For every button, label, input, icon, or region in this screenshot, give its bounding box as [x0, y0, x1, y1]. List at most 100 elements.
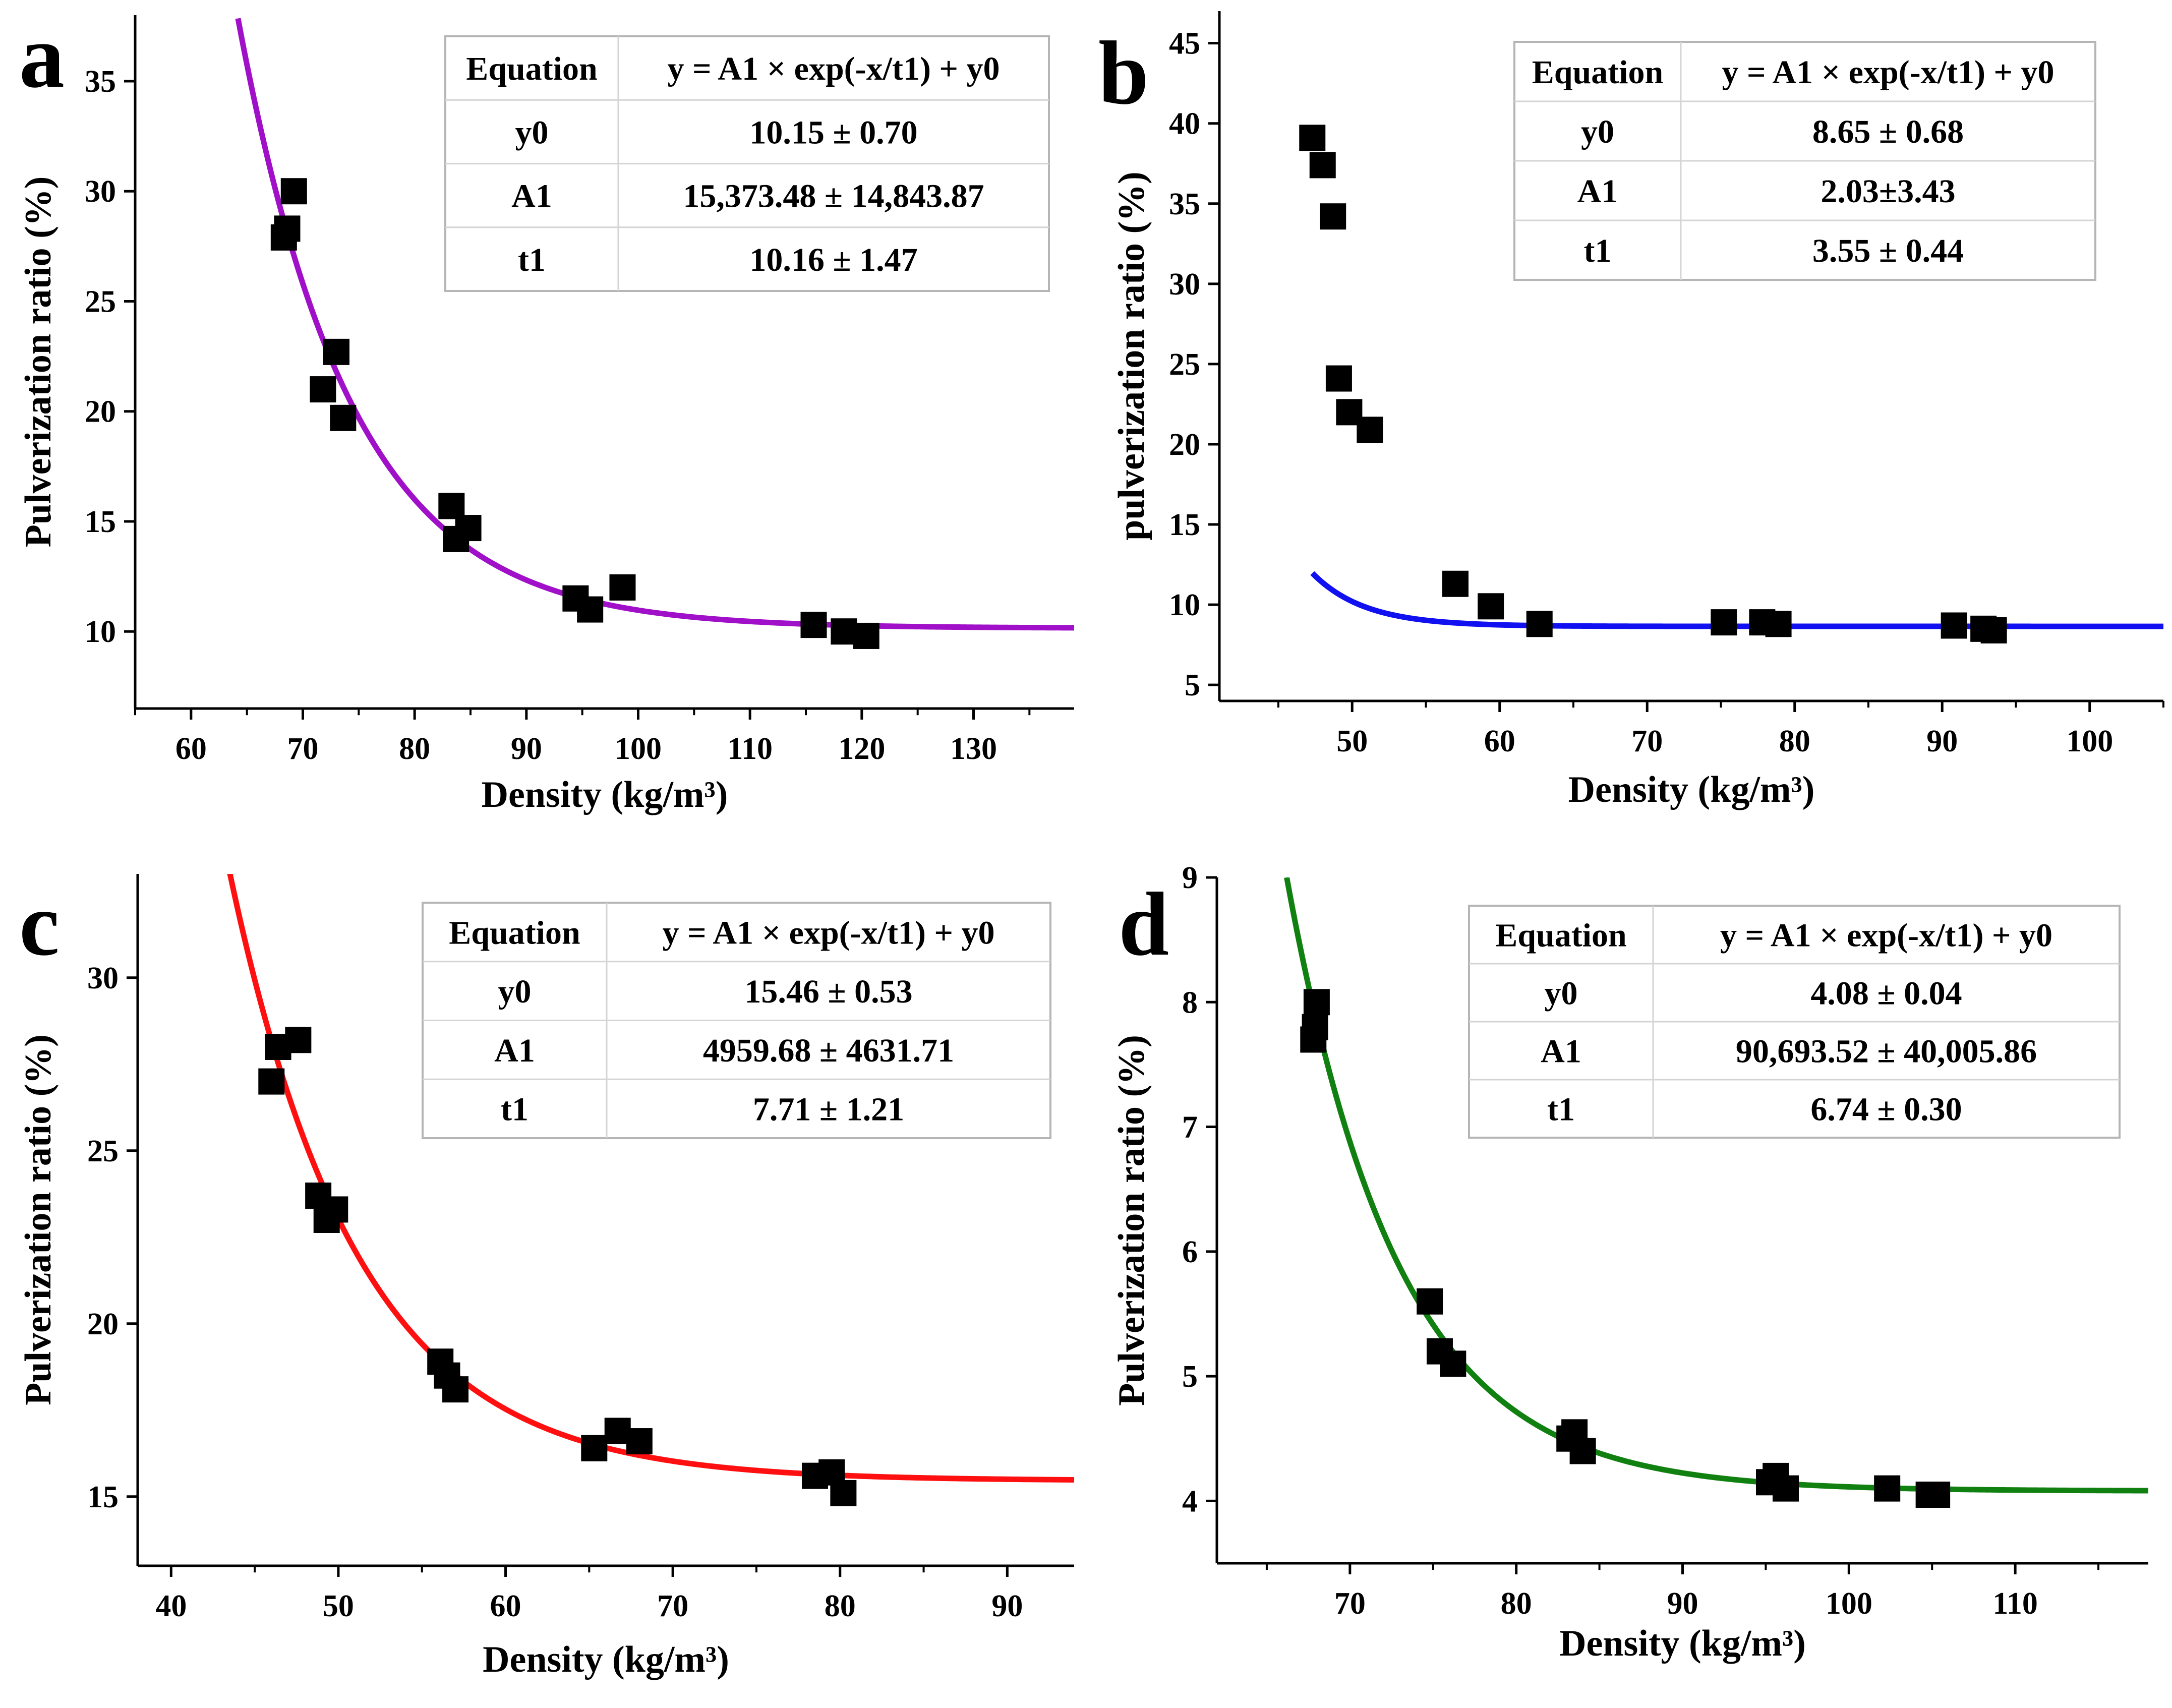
data-point [626, 1428, 653, 1455]
y-axis-title: Pulverization ratio (%) [18, 1034, 59, 1405]
table-param-value: 4.08 ± 0.04 [1810, 975, 1962, 1012]
table-param-value: 15,373.48 ± 14,843.87 [683, 178, 984, 215]
panel-d: d 70 80 90 100 110 4 5 6 7 8 9 Density (kg/m³) Pulver… [1111, 861, 2148, 1664]
data-point [310, 376, 336, 403]
y-tick-label: 5 [1182, 1360, 1198, 1394]
table-param-name: y0 [498, 973, 532, 1010]
fit-curve [1284, 877, 2148, 1494]
x-tick-label: 80 [1501, 1586, 1532, 1621]
data-point [1325, 365, 1352, 392]
data-point [258, 1068, 285, 1095]
data-point [274, 215, 301, 242]
data-point [1440, 1350, 1466, 1377]
x-axis-title: Density (kg/m³) [1568, 769, 1815, 810]
data-point [853, 622, 879, 649]
x-tick-label: 80 [399, 732, 430, 766]
y-tick-label: 10 [85, 615, 116, 649]
table-param-name: y0 [515, 114, 549, 151]
data-point [1924, 1482, 1951, 1508]
data-point [1417, 1288, 1443, 1315]
panel-letter: d [1119, 874, 1169, 974]
x-tick-label: 70 [287, 732, 319, 766]
data-point [1303, 989, 1330, 1016]
y-tick-label: 4 [1182, 1484, 1198, 1518]
y-axis-title: Pulverization ratio (%) [1111, 1035, 1152, 1406]
table-param-name: t1 [1547, 1091, 1575, 1128]
table-param-value: 7.71 ± 1.21 [753, 1091, 904, 1128]
y-tick-label: 15 [85, 505, 116, 539]
fit-curve [1310, 571, 2163, 629]
fit-parameter-table: Equation y = A1 × exp(-x/t1) + y0 y0 4.08 ±… [1468, 905, 2121, 1139]
data-point [830, 1480, 857, 1506]
table-param-value: 6.74 ± 0.30 [1810, 1091, 1962, 1128]
table-param-value: 4959.68 ± 4631.71 [703, 1032, 954, 1069]
x-tick-label: 80 [1779, 724, 1810, 758]
table-param-name: t1 [518, 242, 546, 278]
y-axis-title: pulverization ratio (%) [1111, 171, 1152, 541]
x-tick-label: 70 [657, 1589, 688, 1623]
y-tick-label: 25 [85, 284, 116, 319]
table-header-label: Equation [449, 914, 580, 951]
y-tick-label: 10 [1169, 588, 1200, 622]
x-tick-label: 50 [323, 1589, 354, 1623]
x-tick-label: 90 [991, 1589, 1023, 1623]
x-tick-label: 70 [1334, 1586, 1366, 1621]
y-tick-label: 8 [1182, 985, 1198, 1020]
y-tick-label: 40 [1169, 107, 1200, 141]
table-header-label: Equation [466, 50, 597, 87]
panel-letter: c [19, 874, 60, 974]
x-tick-label: 60 [175, 732, 207, 766]
table-param-value: 8.65 ± 0.68 [1812, 113, 1964, 150]
x-tick-label: 110 [1992, 1586, 2038, 1621]
data-point [285, 1027, 312, 1053]
x-tick-label: 120 [838, 732, 885, 766]
y-tick-label: 35 [85, 65, 116, 99]
table-header-label: Equation [1495, 917, 1626, 954]
y-tick-label: 20 [1169, 428, 1200, 462]
x-tick-label: 90 [1926, 724, 1958, 758]
data-point [577, 596, 604, 623]
x-tick-label: 40 [155, 1589, 187, 1623]
table-param-value: 10.16 ± 1.47 [749, 242, 917, 278]
fit-curve [235, 18, 1074, 631]
table-param-value: 2.03±3.43 [1821, 173, 1955, 210]
data-point [1526, 611, 1553, 637]
fit-parameter-table: Equation y = A1 × exp(-x/t1) + y0 y0 8.65 ±… [1513, 41, 2096, 281]
x-axis-title: Density (kg/m³) [483, 1639, 729, 1680]
data-point [442, 1376, 469, 1403]
fit-curve [227, 874, 1074, 1483]
table-equation: y = A1 × exp(-x/t1) + y0 [1720, 917, 2052, 954]
x-tick-label: 90 [511, 732, 542, 766]
data-point [1980, 617, 2007, 644]
data-point [280, 178, 307, 205]
data-point [1772, 1475, 1799, 1502]
data-point [330, 404, 357, 431]
x-axis-title: Density (kg/m³) [1559, 1623, 1806, 1664]
x-axis-title: Density (kg/m³) [482, 774, 728, 815]
fit-parameter-table: Equation y = A1 × exp(-x/t1) + y0 y0 15.46 … [422, 902, 1051, 1139]
y-tick-label: 30 [1169, 267, 1200, 302]
table-equation: y = A1 × exp(-x/t1) + y0 [662, 914, 994, 951]
fit-parameter-table: Equation y = A1 × exp(-x/t1) + y0 y0 10.15 … [444, 35, 1050, 292]
y-tick-label: 20 [85, 395, 116, 429]
data-point [1711, 609, 1737, 636]
data-point [322, 1196, 348, 1223]
table-param-value: 90,693.52 ± 40,005.86 [1736, 1033, 2037, 1070]
table-param-name: A1 [1541, 1033, 1581, 1070]
table-param-name: A1 [494, 1032, 535, 1069]
table-header-label: Equation [1532, 54, 1663, 91]
data-point [609, 574, 636, 601]
panel-b: b 50 60 70 80 90 100 5 10 15 20 25 30 35 40 45 Density (… [1098, 11, 2164, 810]
data-point [1442, 570, 1469, 597]
data-point [581, 1435, 608, 1461]
table-param-name: t1 [1584, 232, 1612, 269]
y-axis-title: Pulverization ratio (%) [18, 176, 59, 548]
panel-a: a 60 70 80 90 100 110 120 130 10 15 20 25 30 35 Density… [18, 6, 1074, 815]
table-param-value: 3.55 ± 0.44 [1812, 232, 1964, 269]
x-tick-label: 100 [2066, 724, 2113, 758]
panel-letter: b [1098, 23, 1149, 123]
y-tick-label: 35 [1169, 187, 1200, 221]
y-tick-label: 30 [87, 961, 119, 995]
x-tick-label: 60 [490, 1589, 521, 1623]
y-tick-label: 25 [1169, 347, 1200, 382]
